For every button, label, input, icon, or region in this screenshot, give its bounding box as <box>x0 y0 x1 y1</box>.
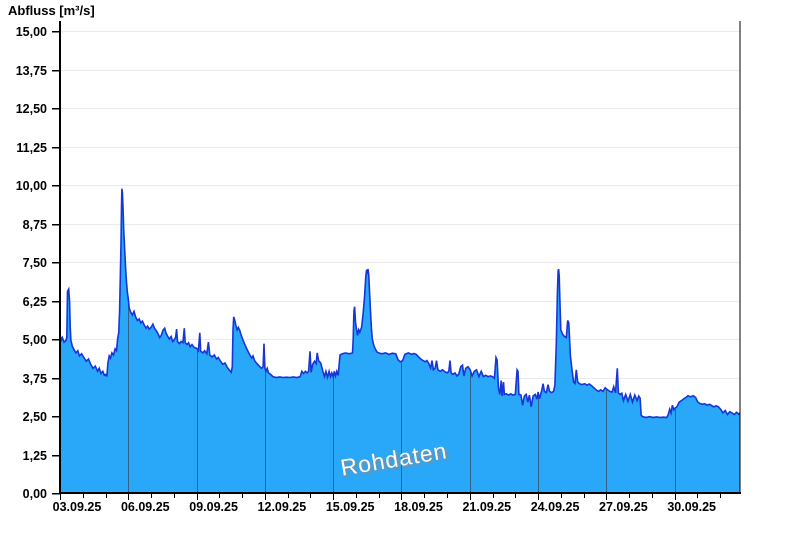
y-tick-label: 3,75 <box>23 372 47 386</box>
x-tick-label: 18.09.25 <box>394 500 443 514</box>
y-tick-label: 13,75 <box>16 64 47 78</box>
y-tick-label: 10,00 <box>16 179 47 193</box>
x-tick-label: 27.09.25 <box>599 500 648 514</box>
y-tick-label: 8,75 <box>23 218 47 232</box>
discharge-area-fill <box>60 188 740 493</box>
x-tick-label: 15.09.25 <box>326 500 375 514</box>
x-tick-label: 09.09.25 <box>189 500 238 514</box>
y-tick-label: 7,50 <box>23 256 47 270</box>
x-tick-label: 03.09.25 <box>53 500 102 514</box>
x-tick-label: 06.09.25 <box>121 500 170 514</box>
discharge-line <box>59 188 741 419</box>
y-tick-label: 12,50 <box>16 102 47 116</box>
y-tick-label: 11,25 <box>16 141 47 155</box>
x-tick-label: 30.09.25 <box>667 500 716 514</box>
y-tick-label: 6,25 <box>23 295 47 309</box>
y-tick-label: 15,00 <box>16 25 47 39</box>
y-tick-label: 1,25 <box>23 449 47 463</box>
x-tick-label: 24.09.25 <box>531 500 580 514</box>
y-tick-label: 2,50 <box>23 410 47 424</box>
y-tick-label: 0,00 <box>23 487 47 501</box>
y-tick-label: 5,00 <box>23 333 47 347</box>
chart-title: Abfluss [m³/s] <box>8 3 95 18</box>
x-tick-label: 21.09.25 <box>462 500 511 514</box>
x-tick-label: 12.09.25 <box>258 500 307 514</box>
